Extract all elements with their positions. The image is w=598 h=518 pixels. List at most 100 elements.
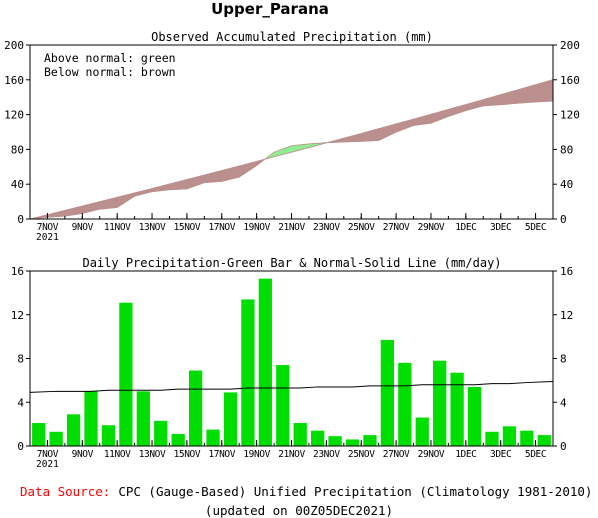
updated-timestamp: (updated on 00Z05DEC2021): [205, 503, 393, 518]
daily-y-label-right-1: 4: [560, 396, 567, 409]
anomaly-area-segment: [360, 128, 379, 142]
daily-x-label-11: 29NOV: [418, 449, 445, 460]
accumulated-x-label-7: 21NOV: [278, 222, 305, 233]
anomaly-area-segment: [448, 104, 467, 117]
accumulated-chart-title: Observed Accumulated Precipitation (mm): [151, 30, 433, 44]
daily-x-label-5: 17NOV: [208, 449, 235, 460]
daily-bar-9NOV: [84, 391, 98, 446]
normal-accumulated-line: [29, 79, 554, 220]
daily-x-label-0: 7NOV: [37, 449, 59, 460]
daily-x-label-4: 15NOV: [174, 449, 201, 460]
daily-normal-line-group: [29, 380, 554, 393]
daily-bar-12NOV: [136, 391, 150, 446]
daily-y-label-right-4: 16: [560, 265, 573, 278]
accumulated-x-label-0: 7NOV: [37, 222, 59, 233]
daily-bar-28NOV: [415, 417, 429, 446]
legend-above-normal: Above normal: green: [44, 51, 176, 65]
accumulated-x-year-label: 2021: [36, 232, 59, 243]
daily-bar-15NOV: [188, 370, 203, 446]
daily-bar-4DEC: [520, 430, 534, 446]
daily-bar-18NOV: [241, 299, 255, 446]
accumulated-x-label-10: 27NOV: [383, 222, 410, 233]
daily-x-label-12: 1DEC: [455, 449, 476, 460]
accumulated-x-label-8: 23NOV: [313, 222, 340, 233]
daily-y-label-left-0: 0: [17, 440, 24, 453]
daily-y-label-right-3: 12: [560, 309, 573, 322]
daily-x-label-3: 13NOV: [139, 449, 166, 460]
legend-below-normal: Below normal: brown: [44, 65, 176, 79]
daily-bar-22NOV: [311, 430, 325, 446]
anomaly-area-segment: [482, 94, 502, 107]
daily-bar-5DEC: [537, 435, 551, 446]
daily-bar-26NOV: [380, 339, 395, 446]
data-source-label: Data Source:: [20, 484, 110, 499]
daily-y-label-left-3: 12: [11, 309, 24, 322]
daily-y-label-left-2: 8: [17, 353, 24, 366]
accumulated-x-label-12: 1DEC: [455, 222, 476, 233]
daily-x-label-1: 9NOV: [72, 449, 94, 460]
daily-bar-7NOV: [49, 431, 63, 446]
daily-y-label-right-0: 0: [560, 440, 567, 453]
anomaly-area-segment: [169, 179, 188, 191]
anomaly-area-segment: [465, 99, 484, 111]
accumulated-y-label-left-5: 200: [4, 39, 24, 52]
daily-y-label-left-4: 16: [11, 265, 24, 278]
accumulated-y-label-left-3: 120: [4, 109, 24, 122]
accumulated-y-label-right-4: 160: [560, 74, 580, 87]
page-title: Upper_Parana: [211, 0, 329, 18]
accumulated-lines: [29, 79, 554, 220]
daily-bar-13NOV: [154, 420, 168, 446]
daily-panel: Daily Precipitation-Green Bar & Normal-S…: [11, 256, 574, 470]
daily-bar-11NOV: [119, 302, 133, 446]
accumulated-x-label-4: 15NOV: [174, 222, 201, 233]
daily-normal-line: [29, 380, 554, 393]
accumulated-axes: 0 0 40 40 80 80 120 120 160 160 200 200 7NOV 9NOV 11NO…: [4, 39, 580, 243]
daily-bar-20NOV: [276, 365, 290, 446]
daily-bar-19NOV: [258, 278, 272, 446]
daily-bar-8NOV: [66, 414, 81, 446]
daily-x-label-10: 27NOV: [383, 449, 410, 460]
accumulated-y-label-left-2: 80: [11, 143, 24, 156]
daily-bar-30NOV: [450, 372, 464, 446]
daily-chart-title: Daily Precipitation-Green Bar & Normal-S…: [82, 256, 501, 270]
accumulated-x-label-2: 11NOV: [104, 222, 131, 233]
daily-bar-17NOV: [223, 392, 238, 446]
daily-bar-6NOV: [32, 423, 46, 446]
daily-bar-1DEC: [467, 386, 482, 446]
daily-x-label-6: 19NOV: [243, 449, 270, 460]
daily-bar-14NOV: [171, 433, 185, 446]
daily-y-label-left-1: 4: [17, 396, 24, 409]
daily-bar-25NOV: [363, 435, 377, 446]
accumulated-panel: Observed Accumulated Precipitation (mm) …: [4, 30, 580, 243]
daily-x-label-13: 3DEC: [490, 449, 511, 460]
accumulated-y-label-right-3: 120: [560, 109, 580, 122]
daily-x-label-9: 25NOV: [348, 449, 375, 460]
daily-bar-24NOV: [345, 439, 360, 446]
accumulated-x-label-5: 17NOV: [208, 222, 235, 233]
daily-y-label-right-2: 8: [560, 353, 567, 366]
accumulated-x-label-1: 9NOV: [72, 222, 94, 233]
daily-bar-27NOV: [398, 362, 412, 446]
accumulated-x-label-14: 5DEC: [525, 222, 546, 233]
accumulated-y-label-left-1: 40: [11, 178, 24, 191]
accumulated-x-label-3: 13NOV: [139, 222, 166, 233]
accumulated-x-label-9: 25NOV: [348, 222, 375, 233]
daily-bar-2DEC: [485, 431, 499, 446]
daily-bar-21NOV: [293, 423, 307, 446]
daily-axes: 0 0 4 4 8 8 12 12 16 16 7NOV 9NOV 11NOV 13NOV 15NOV 17N…: [11, 265, 574, 470]
accumulated-areas: [29, 79, 554, 220]
anomaly-area-segment: [204, 170, 223, 184]
accumulated-x-label-13: 3DEC: [490, 222, 511, 233]
daily-bar-3DEC: [502, 426, 517, 446]
svg-text:Data Source:CPC (Gauge-Based): Data Source: CPC (Gauge-Based) Unified Pr…: [20, 484, 592, 499]
daily-x-label-2: 11NOV: [104, 449, 131, 460]
daily-x-year-label: 2021: [36, 459, 59, 470]
daily-x-label-7: 21NOV: [278, 449, 305, 460]
daily-x-label-14: 5DEC: [525, 449, 546, 460]
daily-bar-16NOV: [206, 429, 220, 446]
accumulated-y-label-right-2: 80: [560, 143, 573, 156]
accumulated-y-label-left-4: 160: [4, 74, 24, 87]
daily-bar-29NOV: [433, 360, 447, 446]
accumulated-x-label-6: 19NOV: [243, 222, 270, 233]
